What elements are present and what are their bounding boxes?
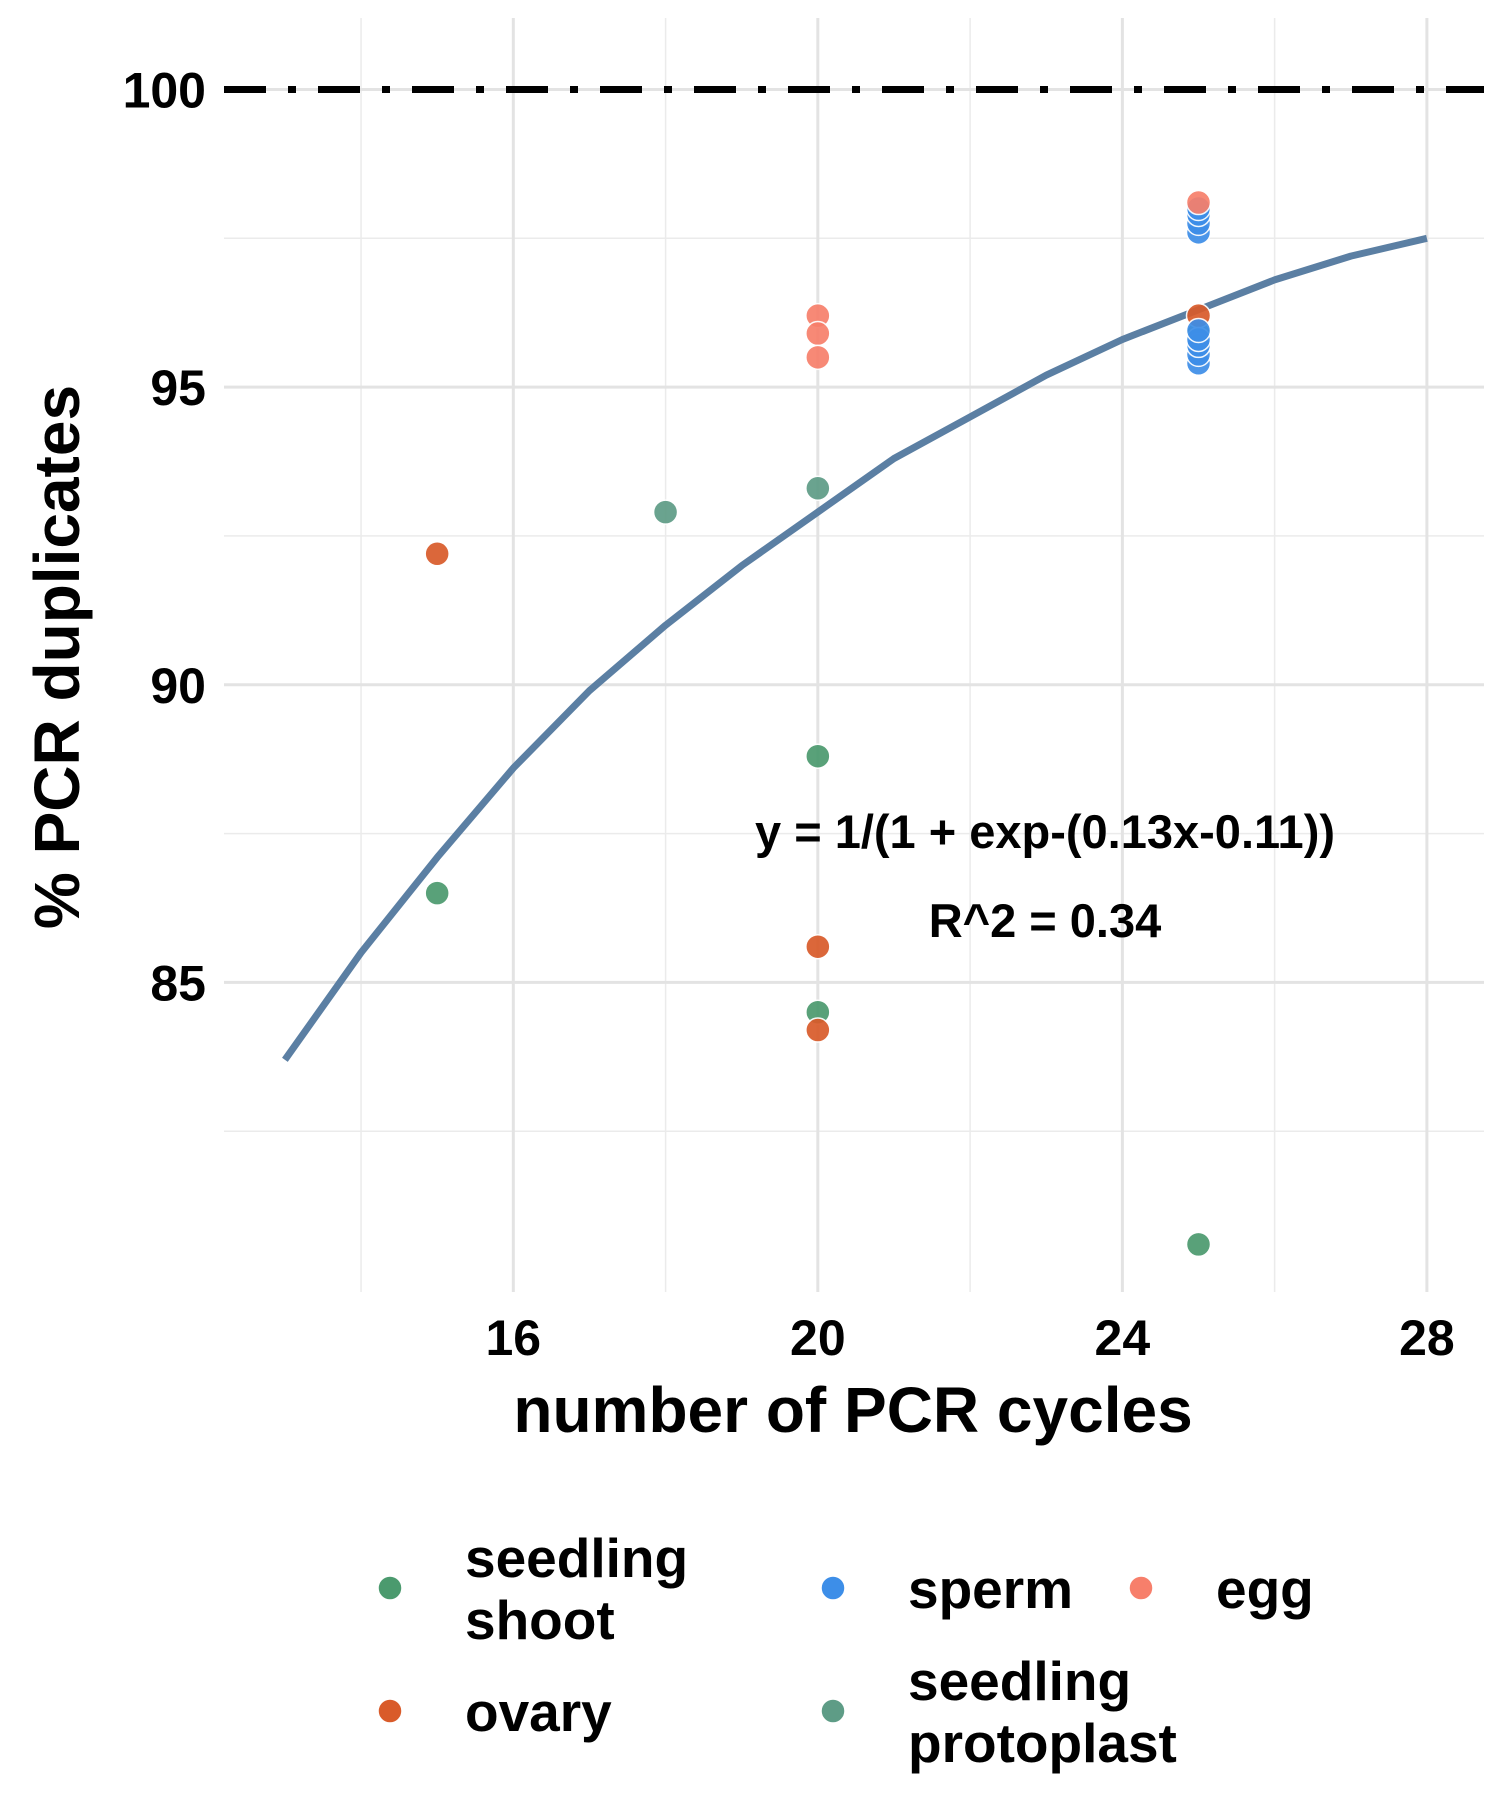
- point-ovary: [805, 933, 831, 960]
- point-egg: [1185, 189, 1212, 216]
- point-sperm: [1185, 317, 1212, 344]
- point-seedling-shoot: [424, 880, 450, 906]
- legend-label-seedling-shoot: seedling shoot: [465, 1527, 688, 1651]
- legend-label-line: seedling: [465, 1527, 688, 1589]
- point-egg: [805, 344, 831, 371]
- legend-label-line: sperm: [908, 1558, 1073, 1620]
- legend-label-line: egg: [1216, 1558, 1314, 1620]
- fit-curve: [282, 234, 1428, 1062]
- legend-label-line: ovary: [465, 1681, 612, 1743]
- grid-minor: [224, 18, 1484, 1292]
- x-tick-label: 20: [790, 1310, 846, 1366]
- legend-key-sperm: [820, 1575, 846, 1601]
- legend-key-egg: [1128, 1575, 1154, 1601]
- point-ovary: [805, 1017, 831, 1043]
- x-tick-label: 24: [1095, 1310, 1151, 1366]
- legend-label-seedling-protoplast: seedling protoplast: [908, 1650, 1177, 1774]
- y-tick-label: 100: [123, 62, 206, 118]
- legend-label-ovary: ovary: [465, 1681, 612, 1743]
- fit-r-squared: R^2 = 0.34: [929, 894, 1162, 947]
- point-seedling-shoot: [805, 743, 831, 769]
- legend-key-seedling-shoot: [377, 1575, 403, 1601]
- point-seedling-protoplast: [652, 499, 679, 525]
- point-seedling-protoplast: [805, 475, 831, 502]
- y-axis-title: % PCR duplicates: [21, 385, 93, 929]
- x-tick-label: 28: [1399, 1310, 1455, 1366]
- legend-label-line: shoot: [465, 1589, 615, 1651]
- legend-key-seedling-protoplast: [820, 1698, 846, 1724]
- legend-label-sperm: sperm: [908, 1558, 1073, 1620]
- legend-label-line: protoplast: [908, 1712, 1177, 1774]
- x-axis-title: number of PCR cycles: [513, 1374, 1192, 1446]
- y-tick-labels: 85 90 95 100: [123, 62, 206, 1011]
- y-tick-label: 85: [150, 955, 206, 1011]
- x-tick-label: 16: [485, 1310, 541, 1366]
- legend-label-line: seedling: [908, 1650, 1131, 1712]
- point-ovary: [424, 541, 450, 567]
- y-tick-label: 95: [150, 360, 206, 416]
- legend-label-egg: egg: [1216, 1558, 1314, 1620]
- grid-major: [224, 18, 1484, 1292]
- point-seedling-shoot: [1185, 1231, 1212, 1258]
- fit-equation: y = 1/(1 + exp-(0.13x-0.11)): [755, 805, 1335, 858]
- x-tick-labels: 16 20 24 28: [485, 1310, 1454, 1366]
- data-points: [424, 189, 1212, 1258]
- legend-key-ovary: [377, 1698, 403, 1724]
- point-egg: [805, 320, 831, 347]
- y-tick-label: 90: [150, 658, 206, 714]
